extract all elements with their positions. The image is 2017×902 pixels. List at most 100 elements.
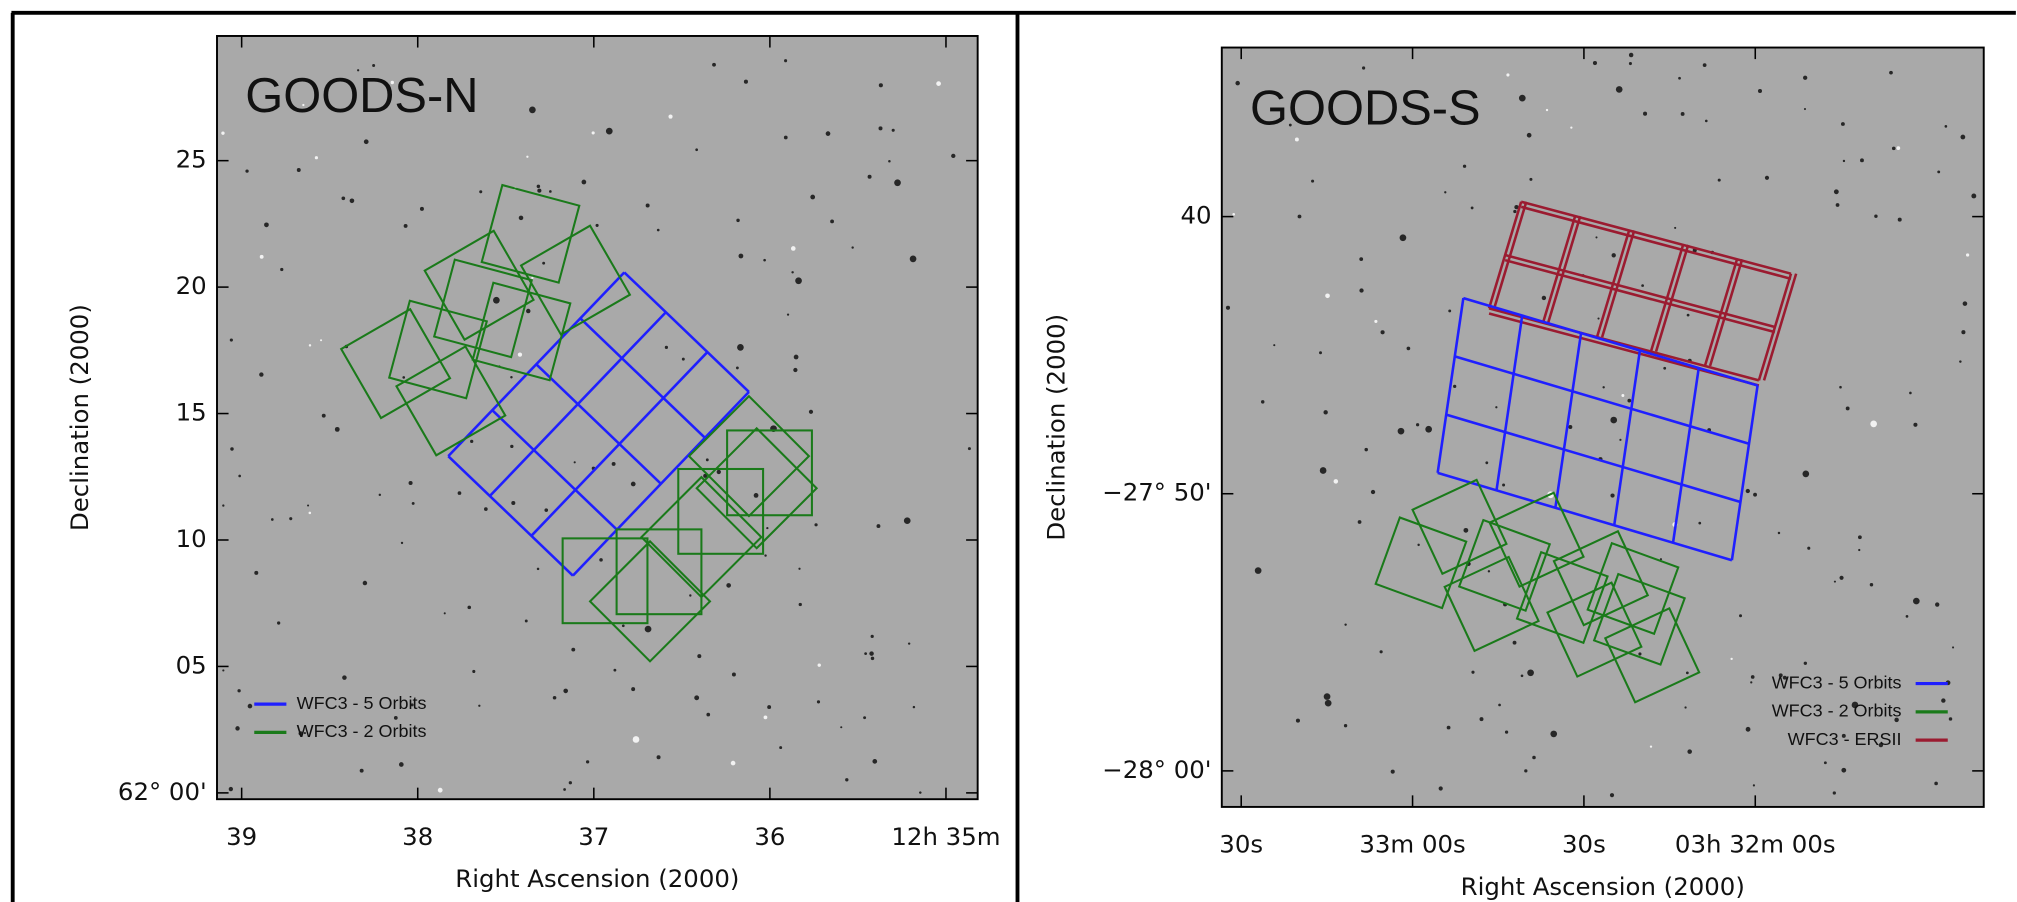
star — [1869, 583, 1874, 587]
star — [738, 253, 744, 259]
star — [1745, 726, 1751, 732]
star — [1687, 749, 1692, 754]
star — [743, 79, 748, 84]
star — [1704, 119, 1708, 123]
star — [363, 139, 369, 145]
star — [1333, 479, 1339, 484]
star — [605, 127, 613, 135]
star — [1597, 317, 1600, 320]
star — [694, 695, 700, 701]
star — [1641, 284, 1644, 287]
star — [1684, 706, 1687, 709]
star — [359, 768, 364, 773]
star — [1595, 236, 1598, 239]
footprint-edge — [1445, 413, 1741, 504]
star — [1545, 108, 1549, 112]
footprint-edge — [1671, 367, 1701, 543]
star — [1324, 699, 1332, 707]
star — [664, 345, 668, 349]
star — [1935, 602, 1940, 607]
star — [784, 59, 788, 63]
y-tick-label: 15 — [176, 398, 207, 427]
footprint-edge — [1612, 350, 1642, 526]
star — [457, 491, 462, 495]
star — [1359, 288, 1364, 293]
star — [1621, 394, 1625, 397]
star — [1857, 535, 1862, 540]
star — [1495, 406, 1498, 409]
footprint-edge — [1504, 253, 1776, 329]
star — [599, 558, 603, 562]
footprint-square — [1374, 516, 1468, 610]
star — [511, 500, 516, 505]
star — [536, 567, 540, 571]
star — [1896, 146, 1901, 151]
footprint-square — [339, 307, 452, 420]
star — [767, 705, 772, 710]
star — [1288, 123, 1292, 127]
star — [1374, 319, 1378, 323]
star — [1823, 761, 1827, 765]
star — [1897, 217, 1902, 222]
star — [259, 372, 264, 377]
star — [817, 663, 821, 667]
footprint-edge — [447, 455, 574, 577]
star — [1803, 107, 1807, 111]
star — [289, 517, 293, 521]
star — [1541, 295, 1547, 301]
star — [1685, 671, 1689, 675]
footprint-square — [432, 258, 534, 359]
footprint-edge — [1495, 315, 1524, 491]
star — [870, 634, 874, 639]
star — [443, 612, 446, 615]
footprint-square — [615, 528, 703, 616]
star — [791, 271, 794, 274]
footprint-edge — [535, 363, 662, 485]
star — [1232, 212, 1236, 216]
star — [1959, 360, 1962, 363]
star — [1527, 669, 1534, 677]
star — [1380, 330, 1385, 335]
footprint-edge — [488, 311, 667, 497]
star — [1463, 527, 1469, 533]
star — [621, 624, 625, 628]
star — [912, 705, 916, 709]
star — [585, 760, 590, 764]
star — [1453, 384, 1457, 388]
star — [1745, 488, 1750, 494]
star — [1502, 483, 1506, 487]
footprint-edge — [1546, 215, 1582, 324]
star — [228, 786, 234, 792]
star — [1913, 422, 1918, 427]
star — [1891, 146, 1896, 151]
star — [1526, 132, 1532, 138]
footprint-edge — [447, 271, 626, 458]
footprint-edge — [1708, 258, 1744, 367]
star — [1764, 175, 1770, 180]
star — [1782, 675, 1787, 680]
star — [967, 447, 971, 451]
star — [1905, 615, 1909, 618]
star — [1294, 137, 1299, 142]
star — [1628, 61, 1632, 66]
footprint-square — [561, 537, 649, 625]
footprint-square — [1515, 550, 1609, 645]
star — [907, 642, 911, 645]
star — [1379, 650, 1383, 654]
y-tick-label: −28° 00' — [1102, 755, 1211, 784]
star — [840, 726, 843, 729]
footprint-square — [695, 426, 819, 550]
star — [1663, 366, 1667, 370]
star — [735, 366, 739, 370]
star — [656, 228, 660, 232]
star — [869, 651, 874, 656]
star — [531, 276, 534, 280]
star — [1323, 693, 1331, 700]
star — [1532, 755, 1536, 760]
star — [1568, 425, 1573, 429]
star — [280, 267, 284, 272]
legend-label: WFC3 - ERSII — [1788, 729, 1902, 749]
star — [510, 376, 513, 379]
